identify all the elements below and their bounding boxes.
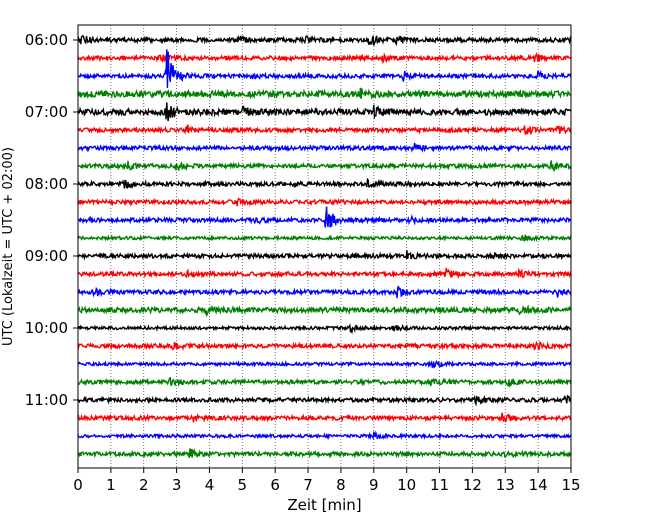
trace-line (77, 197, 572, 208)
x-axis-ticks: 0 1 2 3 4 5 6 7 8 9 10 11 12 13 14 15 (73, 468, 581, 494)
trace-line (77, 430, 572, 441)
trace-line (77, 285, 572, 299)
y-tick-label: 09:00 (25, 247, 68, 265)
x-tick-label: 0 (73, 476, 83, 494)
y-axis-label: UTC (Lokalzeit = UTC + 02:00) (1, 147, 16, 346)
x-tick-label: 8 (336, 476, 346, 494)
x-tick-label: 7 (303, 476, 313, 494)
y-tick-label: 07:00 (25, 103, 68, 121)
x-axis-label: Zeit [min] (287, 496, 361, 514)
x-tick-label: 10 (397, 476, 416, 494)
x-tick-label: 4 (205, 476, 215, 494)
trace-line (77, 52, 572, 65)
trace-line (77, 447, 572, 459)
x-tick-label: 2 (139, 476, 149, 494)
trace-line (77, 304, 572, 318)
x-tick-label: 14 (529, 476, 548, 494)
trace-line (77, 87, 572, 100)
x-tick-label: 6 (270, 476, 280, 494)
vertical-grid (110, 25, 539, 468)
trace-line (77, 49, 572, 89)
trace-line (77, 160, 572, 172)
y-tick-label: 06:00 (25, 31, 68, 49)
trace-line (77, 34, 572, 47)
x-tick-label: 9 (369, 476, 379, 494)
trace-line (77, 142, 572, 153)
x-tick-label: 3 (172, 476, 182, 494)
trace-line (77, 206, 572, 228)
plot-frame (77, 24, 572, 469)
x-tick-label: 5 (238, 476, 248, 494)
x-tick-label: 15 (561, 476, 580, 494)
y-tick-label: 11:00 (25, 391, 68, 409)
x-tick-label: 11 (430, 476, 449, 494)
y-tick-label: 10:00 (25, 319, 68, 337)
trace-line (77, 376, 572, 388)
trace-line (77, 394, 572, 407)
trace-line (77, 340, 572, 352)
y-tick-label: 08:00 (25, 175, 68, 193)
trace-layer (77, 34, 572, 459)
trace-line (77, 250, 572, 261)
y-axis-ticks: 06:00 07:00 08:00 09:00 10:00 11:00 (25, 31, 78, 409)
x-tick-label: 13 (496, 476, 515, 494)
trace-line (77, 267, 572, 280)
x-tick-label: 12 (463, 476, 482, 494)
trace-line (77, 234, 572, 243)
trace-line (77, 102, 572, 122)
trace-line (77, 124, 572, 136)
trace-line (77, 359, 572, 369)
trace-line (77, 412, 572, 423)
trace-line (77, 323, 571, 335)
x-tick-label: 1 (106, 476, 116, 494)
trace-line (77, 177, 572, 190)
